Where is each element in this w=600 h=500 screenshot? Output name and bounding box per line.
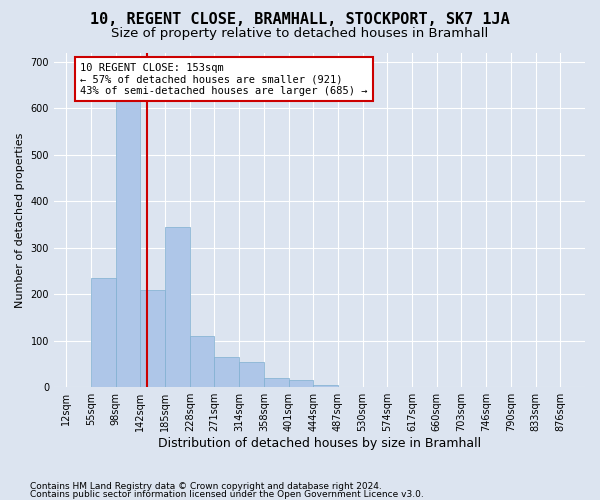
- Bar: [289, 380, 313, 387]
- Bar: [91, 278, 116, 387]
- Text: 10 REGENT CLOSE: 153sqm
← 57% of detached houses are smaller (921)
43% of semi-d: 10 REGENT CLOSE: 153sqm ← 57% of detache…: [80, 62, 368, 96]
- Text: Contains HM Land Registry data © Crown copyright and database right 2024.: Contains HM Land Registry data © Crown c…: [30, 482, 382, 491]
- Bar: [264, 378, 289, 387]
- Text: 10, REGENT CLOSE, BRAMHALL, STOCKPORT, SK7 1JA: 10, REGENT CLOSE, BRAMHALL, STOCKPORT, S…: [90, 12, 510, 28]
- Text: Contains public sector information licensed under the Open Government Licence v3: Contains public sector information licen…: [30, 490, 424, 499]
- Bar: [239, 362, 264, 387]
- Bar: [313, 385, 338, 387]
- Bar: [140, 290, 165, 387]
- Y-axis label: Number of detached properties: Number of detached properties: [15, 132, 25, 308]
- Bar: [116, 96, 140, 387]
- Bar: [165, 227, 190, 387]
- Text: Size of property relative to detached houses in Bramhall: Size of property relative to detached ho…: [112, 28, 488, 40]
- X-axis label: Distribution of detached houses by size in Bramhall: Distribution of detached houses by size …: [158, 437, 481, 450]
- Bar: [190, 336, 214, 387]
- Bar: [214, 357, 239, 387]
